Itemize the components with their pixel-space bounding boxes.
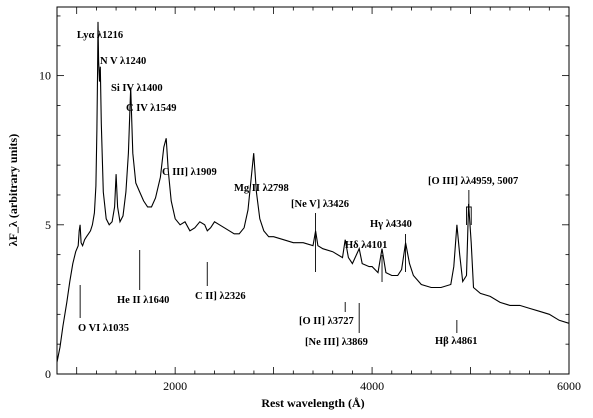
y-tick-label: 0 — [45, 367, 51, 381]
line-label: Hγ λ4340 — [370, 219, 412, 230]
line-label: [O III] λλ4959, 5007 — [428, 176, 518, 187]
line-label: Hδ λ4101 — [345, 240, 387, 251]
line-label: O VI λ1035 — [78, 323, 129, 334]
y-axis-title: λF_λ (arbitrary units) — [6, 134, 20, 246]
y-tick-label: 5 — [45, 218, 51, 232]
tick-labels: 2000 4000 6000 0 5 10 — [39, 69, 581, 393]
line-label: Mg II λ2798 — [234, 183, 289, 194]
line-label: Lyα λ1216 — [77, 30, 123, 41]
x-tick-label: 6000 — [557, 379, 581, 393]
line-markers — [79, 190, 472, 333]
oiii-bracket — [466, 190, 472, 225]
line-label: C IV λ1549 — [126, 103, 176, 114]
x-axis-title: Rest wavelength (Å) — [261, 396, 364, 410]
line-label: C III] λ1909 — [162, 167, 217, 178]
line-label: [Ne V] λ3426 — [291, 199, 349, 210]
line-label: Si IV λ1400 — [111, 83, 163, 94]
x-tick-label: 4000 — [360, 379, 384, 393]
line-label: He II λ1640 — [117, 295, 169, 306]
spectrum-line — [56, 21, 570, 363]
line-label: N V λ1240 — [100, 56, 146, 67]
line-annotations: Lyα λ1216 N V λ1240 Si IV λ1400 C IV λ1549 C… — [77, 30, 518, 348]
line-label: Hβ λ4861 — [435, 336, 477, 347]
axis-ticks — [57, 7, 570, 375]
x-tick-label: 2000 — [163, 379, 187, 393]
line-label: [Ne III] λ3869 — [305, 337, 368, 348]
y-tick-label: 10 — [39, 69, 51, 83]
line-label: [O II] λ3727 — [299, 316, 354, 327]
line-label: C II] λ2326 — [195, 291, 246, 302]
